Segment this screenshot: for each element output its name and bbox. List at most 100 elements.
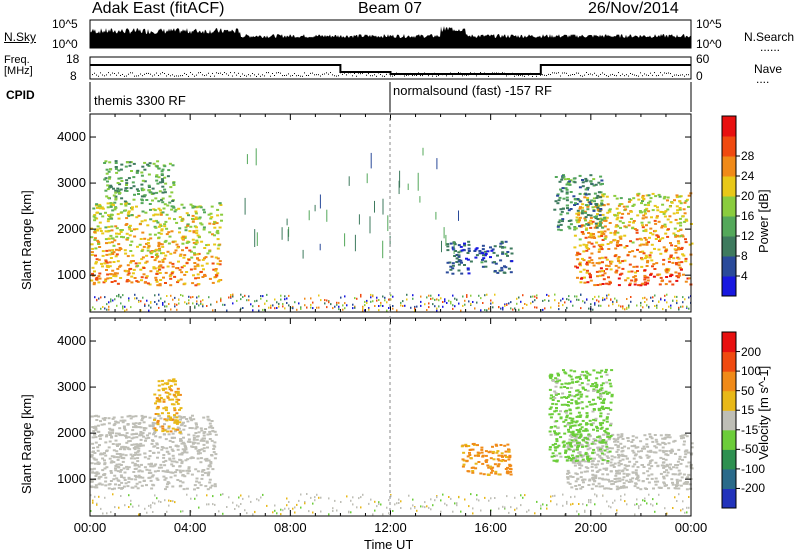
power-cell (382, 305, 384, 307)
velocity-cell (573, 438, 577, 441)
power-cell (662, 258, 666, 261)
velocity-cell (668, 450, 672, 452)
velocity-cell (534, 512, 536, 515)
power-cell (474, 248, 478, 251)
velocity-cell (152, 501, 154, 504)
velocity-cell (469, 457, 473, 460)
velocity-cell (157, 466, 161, 469)
velocity-cell (569, 443, 572, 446)
power-cell (149, 208, 152, 211)
power-cell (632, 265, 636, 268)
power-cell (187, 241, 191, 244)
velocity-cell (563, 432, 567, 435)
velocity-cell (654, 483, 658, 486)
velocity-cell (432, 504, 434, 507)
power-cell (652, 275, 656, 278)
velocity-cell (127, 481, 131, 484)
power-cell (105, 168, 109, 171)
power-cell (604, 219, 608, 222)
velocity-cell (548, 407, 552, 410)
power-cell (567, 209, 571, 212)
power-cell (137, 193, 140, 195)
nave-dot (680, 74, 681, 76)
velocity-cell (683, 456, 687, 459)
velocity-cell (115, 450, 119, 453)
velocity-cell (113, 487, 116, 490)
power-cell (215, 274, 219, 277)
velocity-cell (674, 484, 678, 487)
power-cell (598, 224, 602, 227)
velocity-cell (107, 417, 111, 420)
power-cell (530, 302, 532, 305)
power-cell (633, 255, 637, 258)
power-cell (185, 246, 189, 249)
velocity-cell (98, 444, 101, 447)
power-cell (588, 307, 590, 310)
power-cell (158, 293, 160, 296)
nave-dot (438, 75, 439, 77)
velocity-cell (179, 407, 183, 410)
nave-dot (160, 73, 161, 75)
velocity-cell (590, 501, 592, 504)
velocity-cell (592, 418, 596, 421)
power-cell (682, 208, 686, 211)
power-cell (161, 191, 165, 194)
velocity-cell (202, 469, 206, 471)
power-cell (578, 216, 582, 219)
nave-dot (364, 72, 365, 74)
power-cell (558, 304, 560, 307)
velocity-cell (566, 481, 570, 484)
velocity-cell (606, 473, 610, 476)
velocity-cell (569, 386, 573, 389)
velocity-cell (103, 473, 107, 475)
power-cell (576, 266, 579, 269)
velocity-cell (127, 440, 131, 443)
power-cell (189, 250, 193, 253)
power-cell (598, 210, 602, 213)
velocity-cell (591, 398, 595, 401)
power-cell (155, 280, 159, 283)
velocity-cell (472, 512, 474, 515)
power-cell (168, 235, 172, 238)
power-cell (600, 248, 604, 251)
velocity-cell (126, 468, 130, 471)
power-cell (658, 240, 661, 242)
nave-dot (562, 72, 563, 74)
velocity-cell (516, 507, 518, 510)
velocity-cell (674, 496, 676, 499)
power-cell (666, 235, 670, 238)
power-cell (500, 266, 504, 269)
velocity-cell (189, 457, 193, 460)
power-cell (565, 191, 569, 194)
velocity-cell (556, 400, 560, 403)
power-cell (132, 228, 136, 231)
velocity-cell (577, 429, 581, 432)
power-cell (364, 309, 366, 312)
power-cell (384, 296, 386, 299)
velocity-cell (442, 493, 444, 496)
power-colorbar-tick-label: 4 (741, 269, 748, 283)
velocity-cell (611, 464, 615, 467)
velocity-cell (576, 415, 580, 418)
velocity-cell (176, 390, 180, 393)
power-cell (616, 225, 620, 228)
power-cell (542, 299, 544, 302)
power-cell (108, 301, 110, 304)
velocity-cell (576, 477, 580, 480)
velocity-cell (94, 462, 97, 465)
power-cell (173, 218, 176, 221)
power-cell (140, 309, 142, 312)
power-cell (442, 305, 444, 308)
nave-dot (144, 73, 145, 75)
freq-axis-right-bottom: 0 (696, 69, 703, 83)
power-cell (617, 277, 621, 280)
power-cell (280, 298, 282, 301)
power-cell (610, 260, 614, 263)
power-cell (191, 205, 195, 208)
velocity-cell (176, 428, 180, 431)
velocity-cell (308, 510, 310, 513)
nave-dot (366, 74, 367, 76)
velocity-cell (500, 454, 504, 457)
power-cell (428, 306, 430, 309)
velocity-cell (598, 371, 602, 374)
